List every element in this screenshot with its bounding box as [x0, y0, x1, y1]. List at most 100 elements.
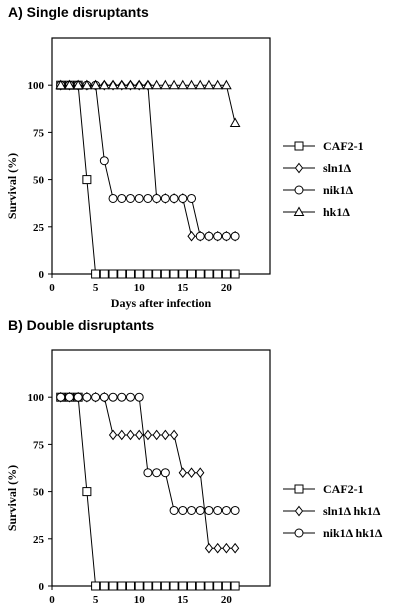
chart-0-legend-label-2: nik1Δ — [323, 183, 354, 197]
chart-1-series-2-point — [187, 505, 197, 515]
chart-0-legend-marker-1 — [294, 162, 304, 174]
chart-0-series-3-point — [168, 79, 180, 90]
chart-0-series-3-point — [177, 79, 189, 90]
chart-1-series-2-point — [125, 392, 135, 402]
chart-0-y-axis-label: Survival (%) — [5, 153, 19, 219]
chart-0-series-0-point — [143, 269, 153, 279]
chart-1-series-0-point — [99, 581, 109, 591]
chart-1-series-1-point — [213, 542, 222, 554]
chart-1-series-2-point — [82, 392, 92, 402]
chart-0-legend-label-0: CAF2-1 — [323, 139, 364, 153]
chart-1-y-axis-label: Survival (%) — [5, 465, 19, 531]
chart-0-series-2-point — [213, 231, 223, 241]
chart-0-series-2-point — [160, 193, 170, 203]
chart-0-series-2-point — [230, 231, 240, 241]
chart-1-y-tick-label: 25 — [33, 534, 45, 546]
chart-1-x-tick-label: 20 — [221, 594, 233, 606]
chart-0-series-0-point — [160, 269, 170, 279]
chart-0-series-0-point — [117, 269, 127, 279]
chart-0-series-3-point — [160, 79, 171, 90]
chart-0-series-3-point — [107, 79, 119, 90]
chart-0-series-0-point — [108, 269, 118, 279]
chart-0-series-0-point — [134, 269, 144, 279]
chart-0-series-3-point — [98, 79, 110, 90]
chart-0-series-0-point — [82, 175, 92, 185]
chart-1-series-1-point — [117, 429, 126, 441]
chart-1-series-1-point — [135, 429, 144, 441]
chart-1-series-0-point — [204, 581, 214, 591]
chart-1-series-2-point — [99, 392, 109, 402]
chart-0-series-2-point — [178, 193, 188, 203]
chart-0-y-tick-label: 75 — [33, 127, 45, 139]
chart-1-x-tick-label: 0 — [49, 594, 55, 606]
chart-0-series-3-point — [133, 79, 145, 90]
chart-1-series-2-point — [64, 392, 74, 402]
chart-1-series-0-point — [152, 581, 162, 591]
chart-0-series-0-point — [99, 269, 109, 279]
chart-0-x-tick-label: 5 — [93, 282, 99, 294]
chart-0-x-axis-label: Days after infection — [111, 296, 212, 310]
chart-1-series-0-point — [125, 581, 135, 591]
chart-1-series-1-point — [126, 429, 135, 441]
chart-0-series-0-point — [91, 269, 101, 279]
chart-0-series-2-point — [143, 193, 153, 203]
chart-0-series-0-point — [178, 269, 188, 279]
panel-b-title: B) Double disruptants — [8, 317, 155, 333]
chart-1-series-0-point — [178, 581, 188, 591]
chart-0-series-line-1 — [60, 84, 236, 237]
chart-0-series-3-point — [194, 79, 206, 90]
chart-1-series-0-point — [230, 581, 240, 591]
chart-1-y-tick-label: 100 — [28, 392, 45, 404]
chart-0-series-0-point — [213, 269, 223, 279]
chart-0-series-2-point — [99, 156, 109, 166]
chart-0-y-tick-label: 100 — [28, 80, 45, 92]
chart-1-series-1-point — [108, 429, 118, 441]
chart-1-x-tick-label: 5 — [93, 594, 99, 606]
chart-1-series-2-point — [221, 505, 231, 515]
chart-0-series-0-point — [204, 269, 214, 279]
chart-0-series-3-point — [125, 79, 136, 90]
chart-0-series-2-point — [125, 193, 135, 203]
chart-1-series-2-point — [91, 392, 101, 402]
chart-1-series-0-point — [221, 581, 231, 591]
chart-1-series-2-point — [230, 505, 240, 515]
chart-0-series-3-point — [55, 79, 67, 90]
chart-1-legend-label-2: nik1Δ hk1Δ — [323, 526, 383, 540]
chart-1-series-0-point — [143, 581, 153, 591]
chart-0-x-tick-label: 10 — [134, 282, 146, 294]
chart-0-series-3-point — [151, 79, 162, 90]
chart-0-legend-marker-2 — [294, 185, 304, 195]
chart-1-series-1-point — [143, 429, 153, 441]
chart-1-series-2-point — [169, 505, 179, 515]
chart-0-x-tick-label: 0 — [49, 282, 55, 294]
chart-1-series-1-point — [204, 542, 214, 554]
chart-1-series-2-point — [195, 505, 205, 515]
chart-1-series-1-point — [178, 467, 187, 479]
chart-0-series-3-point — [81, 79, 93, 90]
chart-0-series-2-point — [187, 193, 197, 203]
chart-1-series-0-point — [169, 581, 179, 591]
chart-1-legend-marker-0 — [294, 484, 304, 494]
chart-1-series-0-point — [187, 581, 197, 591]
chart-1-y-tick-label: 75 — [33, 439, 45, 451]
chart-1-series-1-point — [152, 429, 161, 441]
chart-0-series-2-point — [152, 193, 162, 203]
chart-0-legend-label-3: hk1Δ — [323, 205, 350, 219]
chart-0-series-3-point — [72, 79, 84, 90]
chart-1-series-1-point — [230, 542, 240, 554]
chart-1-series-1-point — [222, 542, 231, 554]
chart-0-legend-label-1: sln1Δ — [323, 161, 352, 175]
chart-1-series-0-point — [117, 581, 127, 591]
chart-0-series-2-point — [108, 193, 118, 203]
chart-0-series-3-point — [116, 79, 128, 90]
chart-1-x-tick-label: 10 — [134, 594, 146, 606]
chart-1-series-2-point — [204, 505, 214, 515]
chart-1-series-2-point — [134, 392, 144, 402]
chart-0-x-tick-label: 15 — [177, 282, 189, 294]
chart-1-x-tick-label: 15 — [177, 594, 189, 606]
chart-0-series-0-point — [230, 269, 240, 279]
chart-0-series-2-point — [117, 193, 127, 203]
chart-0-series-3-point — [64, 79, 75, 90]
chart-0-series-2-point — [169, 193, 179, 203]
